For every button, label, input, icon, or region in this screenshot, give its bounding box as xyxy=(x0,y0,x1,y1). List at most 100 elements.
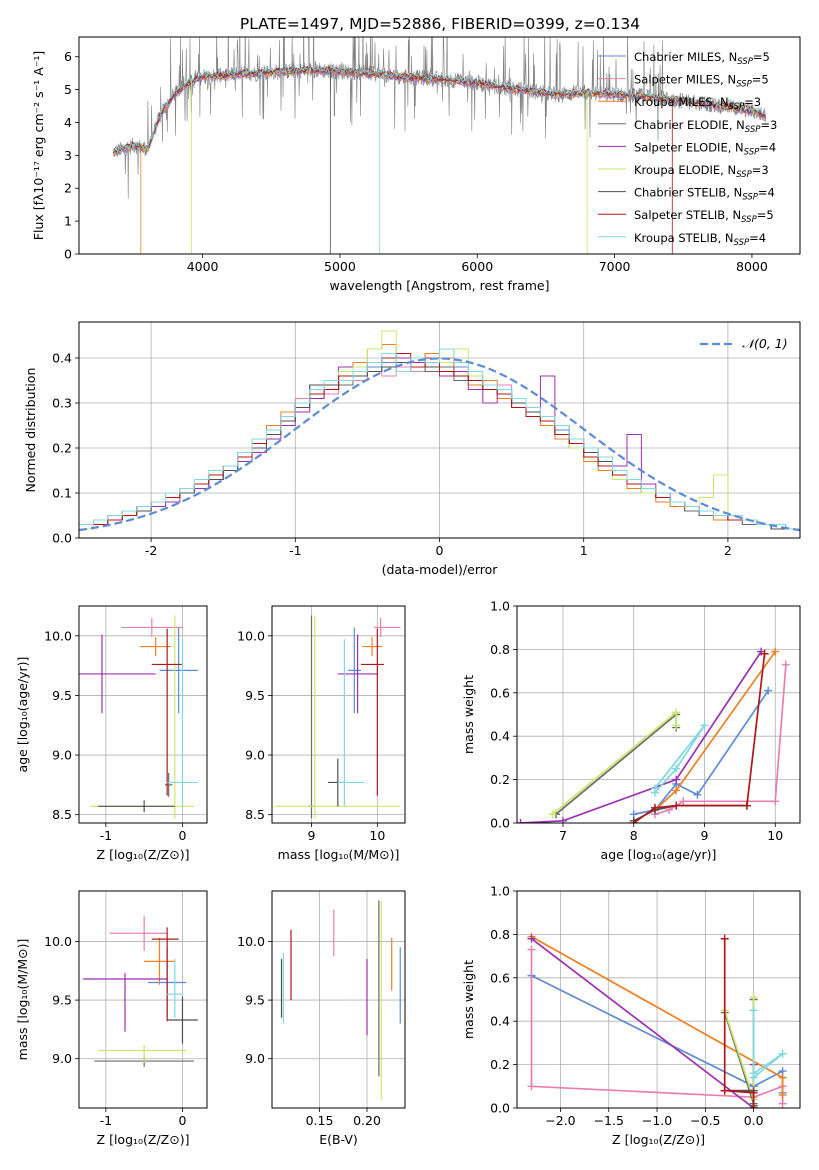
x-tick-label: −0.5 xyxy=(690,1113,720,1128)
x-tick-label: 0 xyxy=(178,1113,186,1128)
weight-marker xyxy=(771,797,780,806)
y-axis-label: mass weight xyxy=(461,960,476,1039)
x-tick-label: 2 xyxy=(724,543,732,558)
weight-marker xyxy=(781,660,790,669)
y-tick-label: 9.0 xyxy=(245,1051,265,1066)
weight-marker xyxy=(672,786,681,795)
legend-count: =5 xyxy=(753,50,770,64)
weight-marker xyxy=(778,1073,787,1082)
y-tick-label: 0.0 xyxy=(490,816,510,831)
axes-frame xyxy=(78,36,801,255)
y-tick-label: 9.0 xyxy=(245,748,265,763)
legend-text: Salpeter STELIB, N xyxy=(634,208,741,222)
weight-marker xyxy=(672,764,681,773)
x-tick-label: 4000 xyxy=(187,259,219,274)
axes-frame xyxy=(516,890,801,1109)
y-tick-label: 10.0 xyxy=(44,628,72,643)
legend-entry: Kroupa ELODIE, NSSP=3 xyxy=(634,163,769,180)
x-tick-label: 5000 xyxy=(324,259,356,274)
weight-series-line xyxy=(633,804,747,822)
legend-count: =4 xyxy=(758,186,775,200)
x-tick-label: 1 xyxy=(580,543,588,558)
y-tick-label: 0.6 xyxy=(490,970,510,985)
weight-marker xyxy=(720,1086,729,1095)
weight-marker xyxy=(749,1088,758,1097)
legend-subscript: SSP xyxy=(744,147,760,157)
y-tick-label: 9.5 xyxy=(52,993,72,1008)
massweight_vs_Z-axes: −2.0 −1.5 −1.0 −0.5 0.0 0.0 0.2 0.4 0.6 0.8 1.0 Z [… xyxy=(461,884,800,1147)
y-tick-label: 0.2 xyxy=(490,772,510,787)
age_vs_Z-axes: -1 0 8.5 9.0 9.5 10.0 Z [log₁₀(Z/Z⊙)] age [log₁… xyxy=(15,606,207,862)
x-tick-label: −1.0 xyxy=(642,1113,672,1128)
legend-text: Salpeter MILES, N xyxy=(634,73,736,87)
y-tick-label: 10.0 xyxy=(237,628,265,643)
x-tick-label: 0 xyxy=(436,543,444,558)
y-tick-label: 6 xyxy=(64,49,72,64)
x-axis-label: Z [log₁₀(Z/Z⊙)] xyxy=(97,847,190,862)
x-tick-label: -2 xyxy=(145,543,157,558)
weight-marker xyxy=(742,801,751,810)
residuals-axes: -2 -1 0 1 2 0.0 0.1 0.2 0.3 0.4 (data-model)/error… xyxy=(23,322,800,577)
weight-marker xyxy=(720,934,729,943)
legend-subscript: SSP xyxy=(729,102,745,112)
massweight_vs_age-axes: 7 8 9 10 0.0 0.2 0.4 0.6 0.8 1.0 age [log₁₀(age/yr… xyxy=(461,599,800,862)
weight-marker xyxy=(749,993,758,1002)
massweight_vs_age-lines xyxy=(517,647,790,823)
x-tick-label: 0 xyxy=(178,828,186,843)
weight-marker xyxy=(693,790,702,799)
legend-text: Salpeter ELODIE, N xyxy=(634,140,744,154)
x-tick-label: 6000 xyxy=(461,259,493,274)
figure-title: PLATE=1497, MJD=52886, FIBERID=0399, z=0… xyxy=(240,15,640,33)
y-tick-label: 2 xyxy=(64,181,72,196)
weight-marker xyxy=(778,1049,787,1058)
legend-entry: Chabrier ELODIE, NSSP=3 xyxy=(634,118,777,135)
massweight_vs_Z-lines xyxy=(527,932,787,1108)
legend-count: =4 xyxy=(749,231,766,245)
x-tick-label: 9 xyxy=(701,828,709,843)
legend-text: Chabrier MILES, N xyxy=(634,50,737,64)
weight-series-line xyxy=(530,938,755,1108)
legend-entry: Chabrier MILES, NSSP=5 xyxy=(634,50,770,67)
weight-marker xyxy=(527,945,536,954)
y-tick-label: 1.0 xyxy=(490,884,510,899)
weight-marker xyxy=(679,797,688,806)
legend-count: =3 xyxy=(752,163,769,177)
legend-subscript: SSP xyxy=(741,215,757,225)
y-tick-label: 1.0 xyxy=(490,599,510,614)
y-tick-label: 10.0 xyxy=(237,934,265,949)
weight-marker xyxy=(672,708,681,717)
weight-marker xyxy=(517,819,525,823)
spectrum-lines xyxy=(112,37,767,254)
y-tick-label: 0.4 xyxy=(490,1014,510,1029)
y-axis-label: Normed distribution xyxy=(23,368,38,493)
weight-marker xyxy=(749,1069,758,1078)
y-tick-label: 4 xyxy=(64,115,72,130)
age_vs_mass-errorbars xyxy=(275,615,401,819)
legend-entry: Salpeter ELODIE, NSSP=4 xyxy=(634,140,776,157)
y-tick-label: 5 xyxy=(64,82,72,97)
y-tick-label: 0.2 xyxy=(490,1057,510,1072)
legend-subscript: SSP xyxy=(734,238,750,248)
legend-text: Kroupa MILES, N xyxy=(634,95,729,109)
axes-frame xyxy=(78,321,801,539)
weight-series-line xyxy=(752,1010,784,1080)
legend-count: =5 xyxy=(757,208,774,222)
x-tick-label: -1 xyxy=(289,543,301,558)
weight-series-line xyxy=(551,710,678,815)
y-tick-label: 0 xyxy=(64,247,72,262)
x-tick-label: 7 xyxy=(559,828,567,843)
gaussian-curve xyxy=(79,357,800,532)
x-tick-label: 0.15 xyxy=(306,1113,334,1128)
y-tick-label: 0.8 xyxy=(490,927,510,942)
weight-marker xyxy=(672,721,681,730)
legend-text: Kroupa ELODIE, N xyxy=(634,163,736,177)
weight-marker xyxy=(527,934,536,943)
legend-count: =4 xyxy=(759,140,776,154)
legend-text: Chabrier STELIB, N xyxy=(634,186,742,200)
age_vs_Z-errorbars xyxy=(79,615,198,819)
y-tick-label: 0.3 xyxy=(52,396,72,411)
y-tick-label: 1 xyxy=(64,214,72,229)
x-tick-label: 0.20 xyxy=(353,1113,381,1128)
weight-series-line xyxy=(633,653,766,823)
